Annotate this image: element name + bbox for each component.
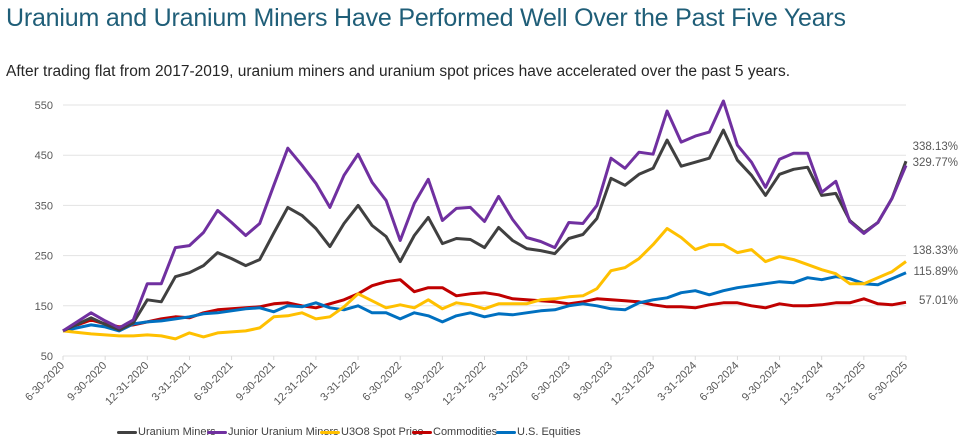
end-label: 57.01% (919, 295, 958, 307)
end-label: 338.13% (913, 141, 958, 153)
x-tick-label: 12-31-2022 (440, 360, 488, 408)
x-axis-ticks: 6-30-20209-30-202012-31-20203-31-20216-3… (23, 356, 910, 408)
x-tick-label: 6-30-2023 (529, 360, 573, 404)
x-tick-label: 12-31-2023 (609, 360, 657, 408)
x-tick-label: 3-31-2025 (824, 360, 868, 404)
legend-item: U.S. Equities (496, 426, 581, 438)
x-tick-label: 6-30-2022 (360, 360, 404, 404)
series-line-uranium-miners (62, 128, 908, 333)
legend-label: Junior Uranium Miners (228, 426, 339, 438)
x-tick-label: 3-31-2024 (655, 360, 699, 404)
y-tick-label: 150 (35, 301, 53, 313)
chart-subtitle: After trading flat from 2017-2019, urani… (6, 63, 791, 80)
end-label: 115.89% (913, 266, 958, 278)
series-lines (62, 99, 908, 341)
legend-label: U.S. Equities (517, 426, 581, 438)
legend-item: Uranium Miners (117, 426, 216, 438)
x-tick-label: 12-31-2020 (103, 360, 151, 408)
legend-item: Junior Uranium Miners (207, 426, 339, 438)
x-tick-label: 9-30-2020 (65, 360, 109, 404)
y-tick-label: 350 (35, 200, 53, 212)
x-tick-label: 12-31-2021 (272, 360, 320, 408)
x-tick-label: 6-30-2021 (192, 360, 236, 404)
legend-swatch (412, 430, 432, 434)
legend-swatch (117, 430, 137, 434)
x-tick-label: 6-30-2025 (866, 360, 910, 404)
x-tick-label: 9-30-2024 (740, 360, 784, 404)
legend-swatch (320, 430, 340, 434)
x-tick-label: 3-31-2021 (150, 360, 194, 404)
y-tick-label: 550 (35, 100, 53, 112)
y-axis-ticks: 50 150 250 350 450 550 (35, 100, 53, 363)
legend-swatch (496, 430, 516, 434)
end-label: 138.33% (913, 245, 958, 257)
y-tick-label: 450 (35, 150, 53, 162)
series-line-junior-uranium-miners (62, 99, 908, 333)
legend: Uranium Miners Junior Uranium Miners U3O8 … (0, 426, 964, 444)
series-line-u-s-equities (62, 271, 907, 333)
legend-label: Commodities (433, 426, 498, 438)
x-tick-label: 12-31-2024 (778, 360, 826, 408)
legend-label: U3O8 Spot Price (341, 426, 424, 438)
x-tick-label: 6-30-2024 (698, 360, 742, 404)
x-tick-label: 3-31-2023 (487, 360, 531, 404)
end-labels: 338.13% 329.77% 138.33% 57.01% 115.89% (913, 141, 958, 307)
x-tick-label: 6-30-2020 (23, 360, 67, 404)
y-tick-label: 50 (41, 351, 53, 363)
series-line-u3o8-spot-price (62, 227, 907, 341)
legend-item: U3O8 Spot Price (320, 426, 424, 438)
chart-title: Uranium and Uranium Miners Have Performe… (6, 4, 846, 32)
end-label: 329.77% (913, 157, 958, 169)
x-tick-label: 9-30-2021 (234, 360, 278, 404)
legend-swatch (207, 430, 227, 434)
legend-label: Uranium Miners (138, 426, 216, 438)
x-tick-label: 3-31-2022 (318, 360, 362, 404)
legend-item: Commodities (412, 426, 497, 438)
x-tick-label: 9-30-2022 (403, 360, 447, 404)
y-tick-label: 250 (35, 251, 53, 263)
x-tick-label: 9-30-2023 (571, 360, 615, 404)
